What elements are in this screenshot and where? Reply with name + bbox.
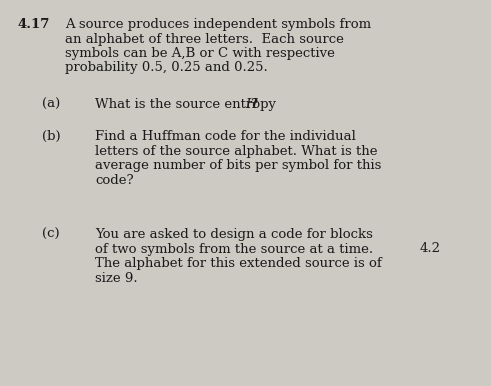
Text: probability 0.5, 0.25 and 0.25.: probability 0.5, 0.25 and 0.25. [65,61,268,74]
Text: (a): (a) [42,98,60,111]
Text: ?: ? [250,98,257,111]
Text: Find a Huffman code for the individual: Find a Huffman code for the individual [95,130,356,143]
Text: A source produces independent symbols from: A source produces independent symbols fr… [65,18,371,31]
Text: H: H [245,98,256,111]
Text: 4.17: 4.17 [18,18,51,31]
Text: (c): (c) [42,228,59,241]
Text: size 9.: size 9. [95,271,137,284]
Text: letters of the source alphabet. What is the: letters of the source alphabet. What is … [95,144,378,157]
Text: 4.2: 4.2 [420,242,441,256]
Text: code?: code? [95,173,134,186]
Text: (b): (b) [42,130,60,143]
Text: You are asked to design a code for blocks: You are asked to design a code for block… [95,228,373,241]
Text: What is the source entropy: What is the source entropy [95,98,280,111]
Text: average number of bits per symbol for this: average number of bits per symbol for th… [95,159,382,172]
Text: symbols can be A,B or C with respective: symbols can be A,B or C with respective [65,47,335,60]
Text: an alphabet of three letters.  Each source: an alphabet of three letters. Each sourc… [65,32,344,46]
Text: of two symbols from the source at a time.: of two symbols from the source at a time… [95,242,373,256]
Text: The alphabet for this extended source is of: The alphabet for this extended source is… [95,257,382,270]
